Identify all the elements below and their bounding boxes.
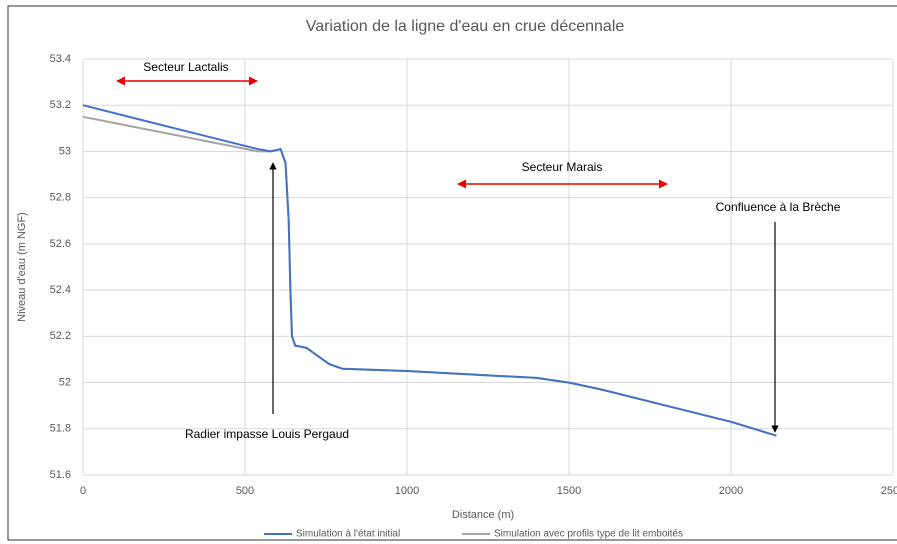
y-tick-label: 53.4: [50, 53, 71, 65]
y-axis-title: Niveau d'eau (m NGF): [16, 212, 28, 322]
annotation: Secteur Lactalis: [143, 60, 228, 74]
x-tick-label: 500: [236, 485, 254, 497]
y-tick-label: 52.6: [50, 238, 71, 250]
annotation: Secteur Marais: [522, 160, 603, 174]
grid: [82, 58, 894, 476]
legend-label: Simulation avec profils type de lit embo…: [494, 529, 683, 540]
legend-label: Simulation à l'état initial: [296, 529, 400, 540]
x-tick-label: 1500: [557, 485, 581, 497]
y-tick-label: 51.8: [50, 423, 71, 435]
x-tick-label: 2000: [719, 485, 743, 497]
series-line: [82, 104, 777, 437]
chart-title: Variation de la ligne d'eau en crue déce…: [306, 18, 625, 35]
x-tick-label: 2500: [881, 485, 897, 497]
x-axis-title: Distance (m): [452, 509, 514, 521]
x-tick-label: 0: [80, 485, 86, 497]
y-tick-label: 52.4: [50, 284, 71, 296]
annotation: Confluence à la Brèche: [716, 200, 841, 214]
x-tick-label: 1000: [395, 485, 419, 497]
y-tick-label: 52.8: [50, 192, 71, 204]
y-tick-label: 51.6: [50, 469, 71, 481]
frame: [7, 5, 897, 541]
y-tick-label: 53: [59, 145, 71, 157]
annotation: Radier impasse Louis Pergaud: [185, 427, 349, 441]
y-tick-label: 52.2: [50, 330, 71, 342]
y-tick-label: 53.2: [50, 99, 71, 111]
y-tick-label: 52: [59, 376, 71, 388]
